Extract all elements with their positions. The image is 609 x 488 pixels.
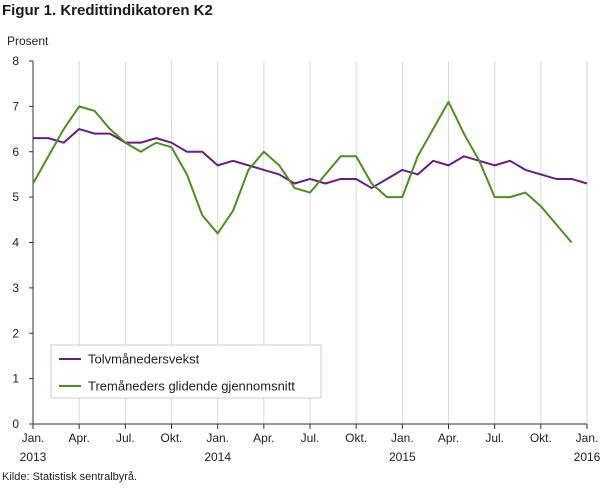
legend-label-2: Tremåneders glidende gjennomsnitt <box>88 379 295 394</box>
chart-title: Figur 1. Kredittindikatoren K2 <box>2 2 213 19</box>
x-tick-label: Okt. <box>530 431 552 445</box>
series-line-2 <box>32 100 573 244</box>
legend: Tolvmånedersvekst Tremåneders glidende gj… <box>50 344 322 399</box>
y-axis-label: Prosent <box>7 34 49 48</box>
y-tick-label: 6 <box>12 145 19 159</box>
x-tick-label: Jan. <box>22 431 45 445</box>
x-tick-label: Okt. <box>160 431 182 445</box>
x-tick-year-label: 2013 <box>20 450 47 464</box>
x-tick-label: Apr. <box>438 431 459 445</box>
legend-box <box>50 344 322 399</box>
series-lines <box>32 100 588 244</box>
x-tick-label: Jul. <box>301 431 320 445</box>
y-tick-label: 1 <box>12 372 19 386</box>
x-tick-label: Apr. <box>253 431 274 445</box>
legend-label-1: Tolvmånedersvekst <box>88 352 200 367</box>
y-tick-label: 3 <box>12 281 19 295</box>
x-tick-label: Jul. <box>116 431 135 445</box>
x-tick-label: Jan. <box>206 431 229 445</box>
x-tick-label: Jan. <box>576 431 599 445</box>
y-tick-label: 0 <box>12 417 19 431</box>
x-tick-label: Apr. <box>68 431 89 445</box>
axes: 0 1 2 3 4 5 6 7 8 Jan. 2013 Apr. Jul. Okt. Jan. 2014 Apr… <box>12 54 600 464</box>
x-tick-label: Jul. <box>485 431 504 445</box>
y-tick-label: 7 <box>12 99 19 113</box>
y-tick-label: 2 <box>12 326 19 340</box>
y-tick-label: 5 <box>12 190 19 204</box>
x-tick-year-label: 2016 <box>574 450 601 464</box>
x-tick-label: Jan. <box>391 431 414 445</box>
source-note: Kilde: Statistisk sentralbyrå. <box>2 471 138 483</box>
x-tick-year-label: 2015 <box>389 450 416 464</box>
y-tick-label: 4 <box>12 236 19 250</box>
x-tick-year-label: 2014 <box>204 450 231 464</box>
y-tick-label: 8 <box>12 54 19 68</box>
x-tick-label: Okt. <box>345 431 367 445</box>
